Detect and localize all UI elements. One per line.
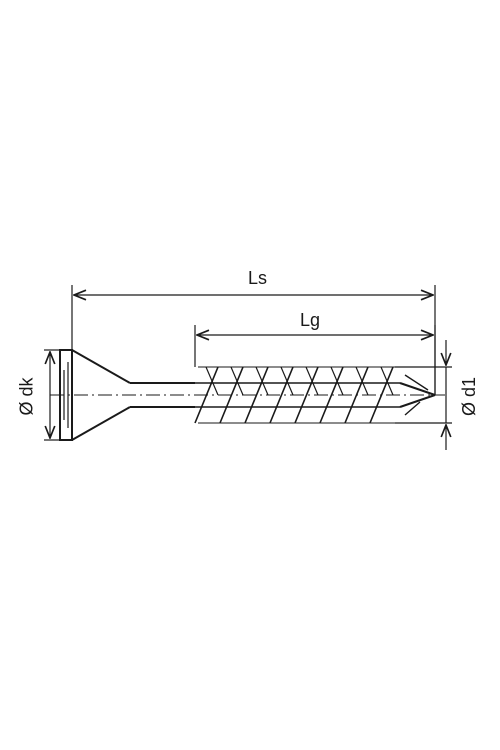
screw-head xyxy=(60,350,130,440)
label-dk: Ø dk xyxy=(17,377,38,415)
drawing-svg xyxy=(0,0,500,750)
label-d1: Ø d1 xyxy=(459,377,480,416)
label-ls: Ls xyxy=(248,268,267,289)
screw-shank xyxy=(130,383,195,407)
dimension-ls xyxy=(72,285,435,395)
dimension-lg xyxy=(195,325,435,395)
screw-technical-drawing: Ls Lg Ø dk Ø d1 xyxy=(0,0,500,750)
label-lg: Lg xyxy=(300,310,320,331)
